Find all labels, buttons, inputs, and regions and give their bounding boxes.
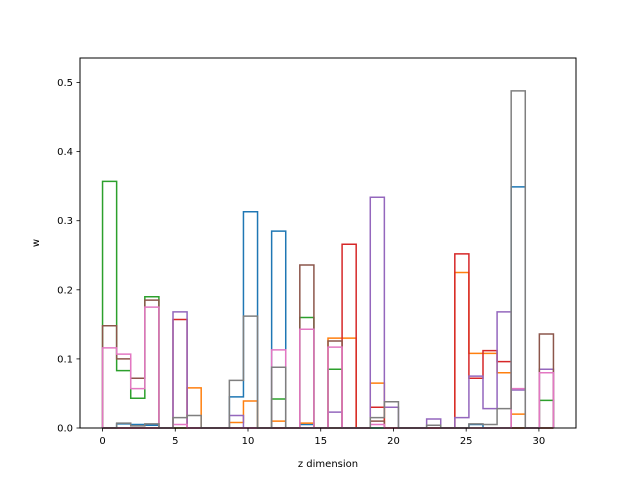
y-tick-label: 0.5 (57, 78, 73, 89)
y-tick-label: 0.0 (57, 424, 73, 435)
y-tick-label: 0.3 (57, 216, 73, 227)
axes-frame (79, 57, 577, 429)
x-tick-label: 20 (387, 436, 400, 447)
x-axis-label: z dimension (298, 459, 358, 470)
x-tick-label: 15 (314, 436, 327, 447)
x-tick-label: 10 (242, 436, 255, 447)
x-tick-label: 30 (533, 436, 546, 447)
x-tick-label: 0 (99, 436, 105, 447)
y-axis: 0.0 0.1 0.2 0.3 0.4 0.5 (57, 78, 80, 435)
y-tick-label: 0.1 (57, 354, 73, 365)
x-tick-label: 5 (172, 436, 178, 447)
x-tick-label: 25 (460, 436, 473, 447)
y-tick-label: 0.2 (57, 285, 73, 296)
x-axis: 0 5 10 15 20 25 30 (99, 428, 545, 447)
y-tick-label: 0.4 (57, 147, 73, 158)
y-axis-label: w (31, 239, 42, 247)
